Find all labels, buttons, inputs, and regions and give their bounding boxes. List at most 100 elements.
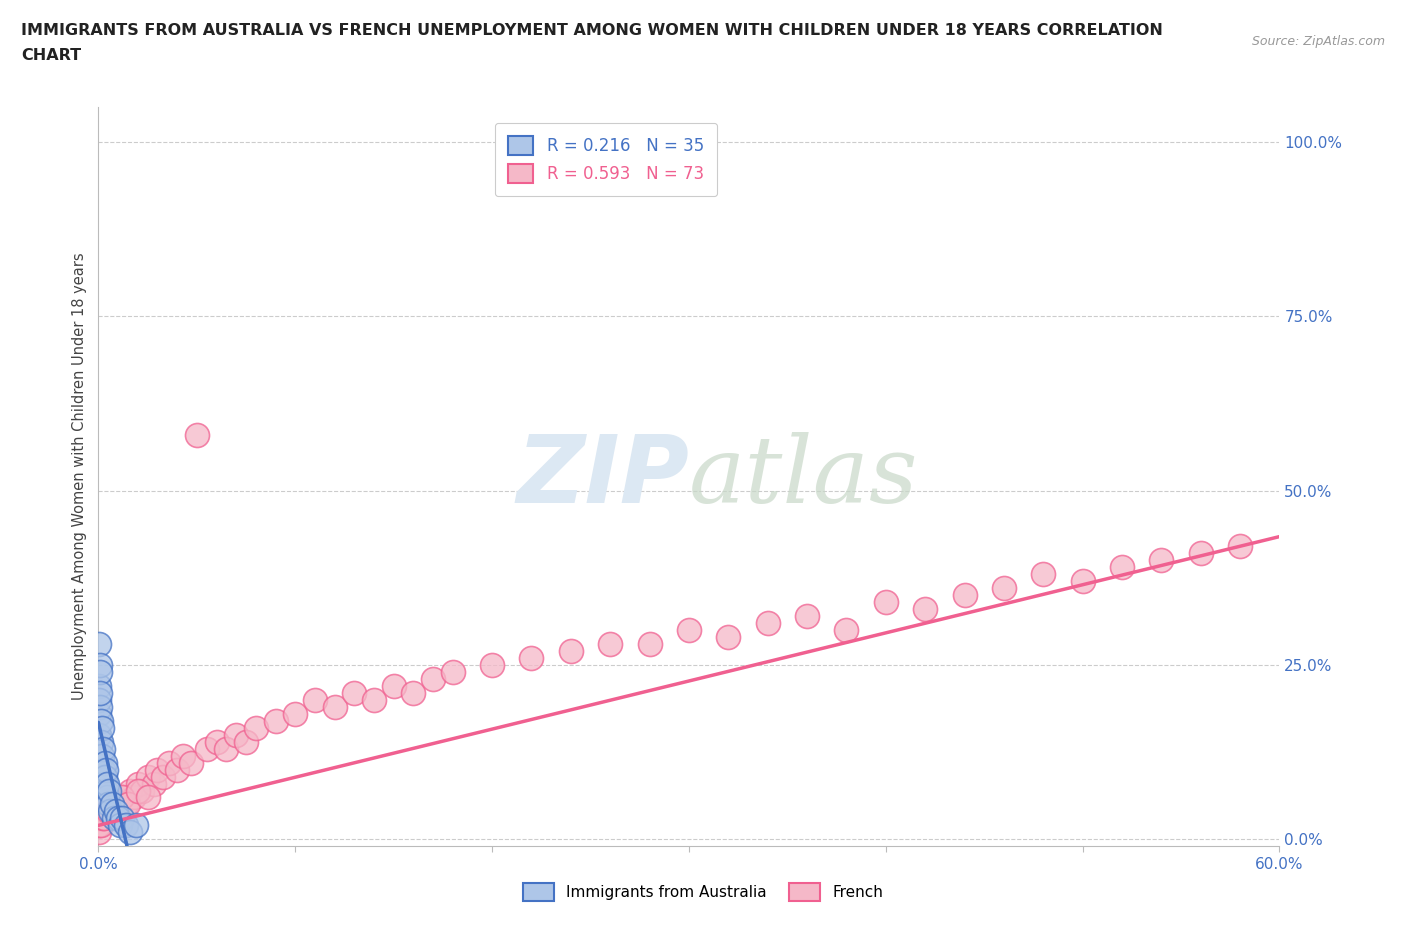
Point [127,783,149,798]
Legend: R = 0.216   N = 35, R = 0.593   N = 73: R = 0.216 N = 35, R = 0.593 N = 73 [495,123,717,196]
Point [343,685,366,700]
Point [105,797,128,812]
Text: atlas: atlas [689,432,918,522]
Point [87,707,110,722]
Point [93,811,115,826]
Point [1032,567,1054,582]
Point [90,735,112,750]
Point [993,580,1015,596]
Point [90,713,112,728]
Point [89,658,111,672]
Point [90,818,112,833]
Point [91,748,114,763]
Y-axis label: Unemployment Among Women with Children Under 18 years: Unemployment Among Women with Children U… [72,253,87,700]
Point [93,811,115,826]
Point [914,602,936,617]
Point [91,763,114,777]
Point [131,783,153,798]
Point [205,735,228,750]
Point [136,790,159,805]
Point [117,797,139,812]
Point [678,623,700,638]
Point [87,727,110,742]
Point [115,818,138,833]
Point [111,811,134,826]
Point [107,804,129,819]
Point [87,748,110,763]
Point [756,616,779,631]
Point [101,797,124,812]
Point [97,804,120,819]
Point [152,769,174,784]
Point [166,763,188,777]
Point [96,776,118,790]
Point [284,707,307,722]
Point [103,811,125,826]
Point [93,741,115,756]
Point [98,797,121,812]
Point [245,721,267,736]
Point [105,804,128,819]
Point [96,804,118,819]
Point [422,671,444,686]
Point [97,797,120,812]
Point [111,790,134,805]
Point [363,692,385,708]
Point [97,783,120,798]
Point [796,609,818,624]
Text: Source: ZipAtlas.com: Source: ZipAtlas.com [1251,35,1385,48]
Point [136,769,159,784]
Point [94,769,117,784]
Point [101,804,124,819]
Point [93,755,115,770]
Point [225,727,247,742]
Text: IMMIGRANTS FROM AUSTRALIA VS FRENCH UNEMPLOYMENT AMONG WOMEN WITH CHILDREN UNDER: IMMIGRANTS FROM AUSTRALIA VS FRENCH UNEM… [21,23,1163,38]
Point [111,790,134,805]
Point [118,783,141,798]
Point [1189,546,1212,561]
Point [304,692,326,708]
Point [107,811,129,826]
Point [89,679,111,694]
Point [89,811,111,826]
Point [89,692,111,708]
Point [180,755,202,770]
Point [87,825,110,840]
Point [835,623,858,638]
Point [108,818,131,833]
Point [142,776,165,790]
Point [93,776,115,790]
Point [122,790,145,805]
Point [1229,539,1251,554]
Point [382,679,405,694]
Point [195,741,218,756]
Point [89,699,111,714]
Point [98,804,121,819]
Point [87,637,110,652]
Point [89,818,111,833]
Point [953,588,976,603]
Point [157,755,180,770]
Point [441,665,464,680]
Point [1071,574,1094,589]
Point [172,748,194,763]
Point [402,685,425,700]
Point [481,658,503,672]
Point [101,797,124,812]
Point [91,804,114,819]
Point [1111,560,1133,575]
Point [520,651,543,666]
Point [323,699,346,714]
Point [125,818,148,833]
Point [1150,553,1173,568]
Text: CHART: CHART [21,48,82,63]
Point [93,797,115,812]
Point [127,776,149,790]
Point [89,685,111,700]
Point [186,428,208,443]
Point [94,783,117,798]
Point [96,790,118,805]
Point [96,763,118,777]
Point [560,644,582,658]
Point [146,763,169,777]
